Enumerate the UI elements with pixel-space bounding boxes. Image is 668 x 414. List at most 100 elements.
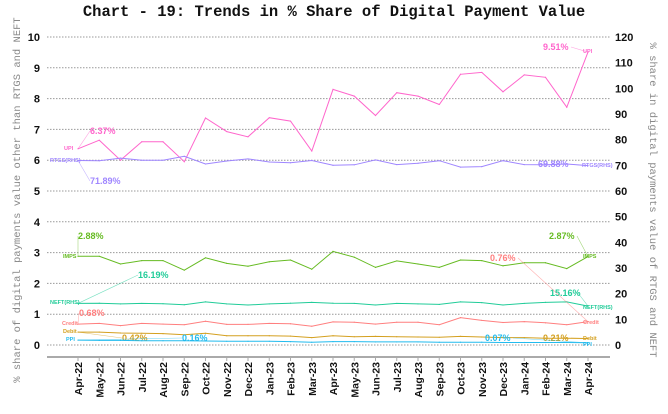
- data-point-ppi: [183, 340, 185, 342]
- callout-leader: [576, 235, 589, 257]
- x-tick-label: Dec-22: [243, 362, 255, 397]
- start-value-label-ppi: 0.16%: [182, 333, 208, 343]
- data-point-ppi: [204, 340, 207, 342]
- x-tick-label: Sep-22: [179, 362, 191, 397]
- data-point-credit: [268, 322, 270, 325]
- data-point-ppi: [311, 341, 313, 343]
- data-point-credit: [353, 321, 355, 323]
- data-point-rtgs-rhs: [311, 159, 313, 162]
- data-point-debit: [523, 337, 525, 339]
- data-point-rtgs-rhs: [502, 160, 504, 162]
- y-tick-label: 5: [34, 186, 40, 198]
- data-point-ppi: [141, 340, 143, 342]
- data-point-imps: [544, 262, 547, 264]
- data-point-upi: [459, 73, 462, 75]
- data-point-rtgs-rhs: [544, 164, 547, 166]
- data-point-imps: [396, 260, 398, 262]
- data-point-ppi: [247, 340, 249, 342]
- start-value-label-credit: 0.68%: [79, 308, 105, 318]
- data-point-upi: [523, 74, 525, 76]
- series-end-label-rtgs-rhs: RTGS(RHS): [582, 163, 613, 169]
- data-point-upi: [268, 117, 270, 119]
- data-point-upi: [226, 130, 228, 133]
- x-tick-label: Feb-24: [541, 362, 553, 396]
- data-point-rtgs-rhs: [247, 158, 249, 160]
- x-tick-label: Sep-23: [434, 362, 446, 397]
- data-point-ppi: [119, 339, 122, 341]
- data-point-debit: [332, 335, 334, 337]
- data-point-neft-rhs: [353, 302, 355, 305]
- data-point-rtgs-rhs: [289, 162, 292, 164]
- data-point-debit: [417, 336, 419, 338]
- y-right-tick-label: 0: [615, 340, 621, 352]
- series-end-label-neft-rhs: NEFT(RHS): [583, 305, 613, 311]
- data-point-rtgs-rhs: [268, 161, 270, 163]
- data-point-neft-rhs: [119, 303, 122, 305]
- data-point-upi: [481, 71, 483, 74]
- data-point-imps: [311, 268, 313, 270]
- data-point-ppi: [98, 339, 100, 341]
- data-point-imps: [481, 260, 483, 262]
- data-point-rtgs-rhs: [141, 159, 143, 161]
- data-point-debit: [481, 336, 483, 338]
- x-tick-label: Dec-23: [498, 362, 510, 397]
- data-point-ppi: [566, 341, 568, 344]
- data-point-ppi: [268, 340, 270, 342]
- data-point-debit: [502, 337, 504, 339]
- callout-leader: [77, 337, 183, 341]
- data-point-ppi: [353, 341, 355, 343]
- data-point-credit: [438, 324, 440, 326]
- data-point-debit: [204, 332, 207, 334]
- data-point-rtgs-rhs: [226, 160, 228, 162]
- data-point-debit: [396, 336, 398, 338]
- y-right-tick-label: 30: [615, 263, 627, 275]
- data-point-neft-rhs: [98, 302, 100, 304]
- data-point-ppi: [502, 341, 504, 344]
- series-end-label-ppi: PPI: [583, 342, 592, 348]
- series-line-upi: [77, 51, 589, 163]
- x-tick-label: Aug-23: [413, 362, 425, 398]
- data-point-upi: [311, 150, 313, 152]
- data-point-debit: [162, 333, 164, 335]
- x-tick-label: Nov-23: [477, 362, 489, 397]
- data-point-ppi: [417, 341, 419, 343]
- data-point-upi: [119, 159, 122, 161]
- data-point-rtgs-rhs: [417, 162, 419, 164]
- x-tick-label: Apr-23: [328, 362, 340, 395]
- data-point-upi: [183, 161, 185, 163]
- data-point-upi: [353, 95, 355, 97]
- y-right-tick-label: 100: [615, 83, 633, 95]
- data-point-ppi: [544, 341, 547, 344]
- data-point-debit: [289, 335, 292, 337]
- y-right-tick-label: 20: [615, 289, 627, 301]
- data-point-rtgs-rhs: [119, 157, 122, 159]
- data-point-neft-rhs: [332, 302, 334, 304]
- end-value-label-credit: 0.76%: [490, 253, 516, 263]
- data-point-neft-rhs: [311, 301, 313, 303]
- end-value-label-rtgs-rhs: 69.88%: [538, 159, 569, 169]
- data-point-upi: [141, 141, 143, 143]
- y-right-tick-label: 60: [615, 186, 627, 198]
- start-value-label-upi: 6.37%: [90, 126, 116, 136]
- data-point-debit: [374, 335, 377, 337]
- data-point-imps: [417, 263, 419, 265]
- series-end-label-imps: IMPS: [583, 254, 597, 260]
- data-point-ppi: [162, 340, 164, 342]
- data-point-neft-rhs: [502, 304, 504, 306]
- data-point-credit: [226, 323, 228, 325]
- end-value-label-neft-rhs: 15.16%: [550, 288, 581, 298]
- series-start-label-upi: UPI: [64, 146, 74, 152]
- data-point-neft-rhs: [481, 302, 483, 304]
- series-end-label-credit: Credit: [583, 320, 599, 326]
- callout-leader: [565, 163, 589, 166]
- y-right-axis-title: % share in digital payments value of RTG…: [646, 42, 658, 357]
- y-right-tick-label: 90: [615, 109, 627, 121]
- end-value-label-ppi: 0.07%: [485, 333, 511, 343]
- callout-leader: [77, 130, 91, 149]
- x-tick-label: Oct-23: [456, 362, 468, 395]
- data-point-neft-rhs: [396, 302, 398, 305]
- series-start-label-imps: IMPS: [63, 254, 77, 260]
- data-point-upi: [396, 92, 398, 94]
- callout-leader: [517, 257, 589, 322]
